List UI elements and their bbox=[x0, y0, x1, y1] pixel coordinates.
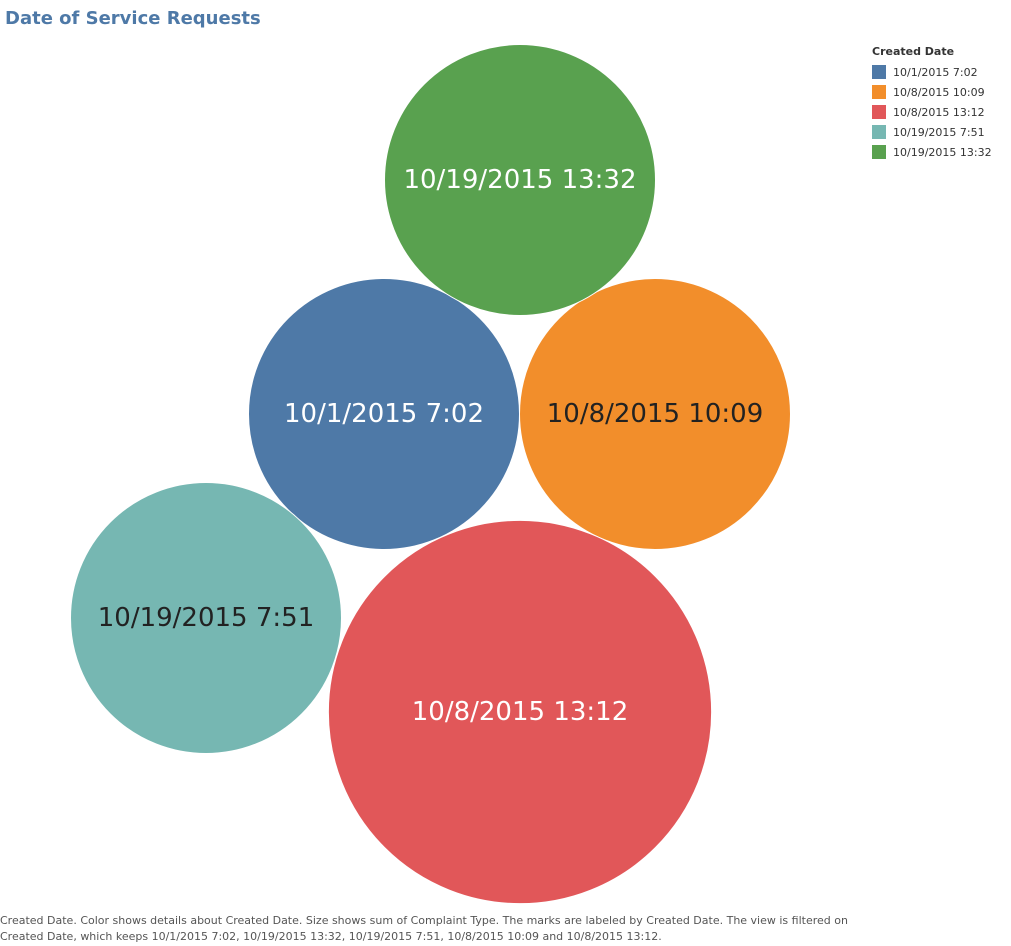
legend-item[interactable]: 10/8/2015 10:09 bbox=[872, 82, 1006, 102]
bubble-label: 10/8/2015 10:09 bbox=[547, 399, 764, 429]
legend-item[interactable]: 10/19/2015 7:51 bbox=[872, 122, 1006, 142]
legend-item[interactable]: 10/8/2015 13:12 bbox=[872, 102, 1006, 122]
legend-label: 10/8/2015 10:09 bbox=[893, 85, 985, 99]
legend-label: 10/1/2015 7:02 bbox=[893, 65, 978, 79]
chart-title: Date of Service Requests bbox=[5, 8, 261, 29]
legend-swatch bbox=[872, 85, 886, 99]
legend-item[interactable]: 10/1/2015 7:02 bbox=[872, 62, 1006, 82]
legend: Created Date 10/1/2015 7:02 10/8/2015 10:… bbox=[872, 45, 1006, 162]
legend-label: 10/19/2015 7:51 bbox=[893, 125, 985, 139]
legend-swatch bbox=[872, 65, 886, 79]
legend-label: 10/19/2015 13:32 bbox=[893, 145, 992, 159]
legend-items: 10/1/2015 7:02 10/8/2015 10:09 10/8/2015 1… bbox=[872, 62, 1006, 162]
legend-label: 10/8/2015 13:12 bbox=[893, 105, 985, 119]
bubble-10-19-2015-13-32[interactable] bbox=[384, 44, 656, 316]
bubble-10-8-2015-10-09[interactable] bbox=[519, 278, 791, 550]
legend-swatch bbox=[872, 145, 886, 159]
legend-swatch bbox=[872, 105, 886, 119]
bubble-label: 10/8/2015 13:12 bbox=[412, 697, 629, 727]
chart-caption: Created Date. Color shows details about … bbox=[0, 914, 848, 943]
bubble-label: 10/19/2015 13:32 bbox=[403, 165, 636, 195]
bubble-label: 10/1/2015 7:02 bbox=[284, 399, 484, 429]
legend-item[interactable]: 10/19/2015 13:32 bbox=[872, 142, 1006, 162]
bubble-10-19-2015-7-51[interactable] bbox=[70, 482, 342, 754]
bubble-group: 10/1/2015 7:02 10/8/2015 10:09 10/8/2015 1… bbox=[70, 44, 791, 905]
bubble-10-8-2015-13-12[interactable] bbox=[327, 519, 713, 905]
bubble-label: 10/19/2015 7:51 bbox=[98, 603, 315, 633]
legend-title: Created Date bbox=[872, 45, 955, 58]
legend-swatch bbox=[872, 125, 886, 139]
